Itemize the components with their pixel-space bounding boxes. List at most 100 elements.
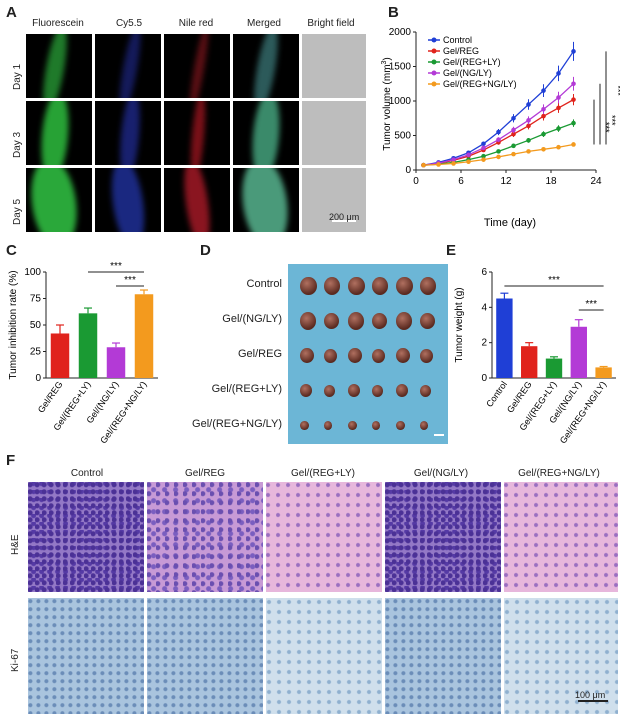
panel-b-point (481, 153, 486, 159)
panel-label-d: D (200, 242, 211, 259)
panel-b-point (541, 106, 546, 112)
panel-b-point (511, 127, 516, 133)
panel-b-point (556, 144, 561, 150)
panel-f-col-gelregngly: Gel/(REG+NG/LY) (518, 468, 600, 479)
panel-b-legend-label: Gel/(NG/LY) (443, 68, 492, 78)
histo-he-gelreg (147, 482, 263, 592)
panel-e-bar (545, 358, 563, 378)
panel-b-xtick-label: 0 (413, 176, 419, 187)
panel-a-col-fluorescein: Fluorescein (32, 18, 84, 29)
panel-b-point (481, 141, 486, 147)
panel-b-point (526, 138, 531, 143)
tumor-sample (348, 276, 365, 296)
panel-b-point (526, 118, 531, 123)
panel-b-point (451, 157, 456, 162)
panel-b-point (556, 105, 561, 111)
panel-b-legend-label: Gel/(REG+LY) (443, 57, 501, 67)
tumor-sample (420, 348, 433, 363)
panel-b-legend-label: Control (443, 35, 472, 45)
tumor-sample (348, 420, 357, 431)
panel-a-col-brightfield: Bright field (307, 18, 355, 29)
panel-b-legend-marker (431, 37, 437, 43)
panel-d-row-label: Gel/REG (237, 348, 282, 360)
panel-b-point (496, 129, 501, 135)
histo-ki67-gelregly (266, 598, 382, 714)
panel-e-sig-label: *** (548, 275, 560, 286)
panel-label-c: C (6, 242, 17, 259)
panel-b-point (421, 162, 426, 168)
panel-b-sig-label: *** (613, 85, 620, 96)
tumor-sample (324, 348, 337, 363)
panel-b-ytick-label: 1000 (389, 96, 412, 107)
panel-label-b: B (388, 4, 399, 21)
panel-a-col-cy55: Cy5.5 (115, 18, 143, 29)
histo-he-control (28, 482, 144, 592)
panel-c-bar (106, 347, 126, 378)
panel-f-col-control: Control (70, 468, 104, 479)
panel-c-sig-label: *** (124, 275, 136, 286)
panel-d-row-label: Gel/(NG/LY) (222, 313, 282, 325)
img-merged-day3 (233, 101, 299, 165)
tumor-sample (324, 421, 332, 430)
scalebar-f-label: 100 μm (575, 690, 606, 700)
scalebar-f (578, 700, 608, 702)
tumor-sample (420, 421, 428, 430)
panel-c-bar (50, 333, 70, 378)
panel-b-point (541, 131, 546, 137)
tumor-sample (372, 348, 385, 363)
histo-ki67-gelreg (147, 598, 263, 714)
tumor-sample (348, 384, 360, 398)
panel-f-row-ki67: Ki-67 (10, 648, 21, 672)
panel-a-row-day1: Day 1 (12, 63, 23, 90)
histo-he-gelngly (385, 482, 501, 592)
tumor-sample (420, 384, 431, 397)
tumor-sample (372, 421, 380, 430)
panel-e-bar (496, 298, 513, 378)
panel-b-ytick-label: 0 (405, 165, 411, 176)
panel-d-row-label: Control (246, 278, 282, 290)
panel-label-a: A (6, 4, 17, 21)
panel-a-row-day3: Day 3 (12, 131, 23, 158)
panel-c-ytick-label: 0 (35, 373, 41, 384)
panel-a-row-day5: Day 5 (12, 198, 23, 225)
tumor-sample (300, 384, 312, 398)
img-merged-day1 (233, 34, 299, 98)
panel-a-col-merged: Merged (247, 18, 281, 29)
panel-c-ytick-label: 100 (24, 267, 41, 278)
panel-b-xtick-label: 24 (590, 176, 602, 187)
img-nilered-day3 (164, 101, 230, 165)
panel-b-point (451, 161, 456, 166)
panel-b-point (496, 137, 501, 142)
panel-c-ytick-label: 75 (30, 294, 42, 305)
panel-f-col-gelngly: Gel/(NG/LY) (413, 468, 469, 479)
panel-b-point (571, 49, 576, 54)
panel-f-col-gelregly: Gel/(REG+LY) (291, 468, 355, 479)
scalebar-a (332, 220, 356, 222)
tumor-sample (396, 348, 410, 364)
panel-c-bar (134, 294, 154, 378)
histo-ki67-gelngly (385, 598, 501, 714)
panel-b-ytick-label: 2000 (389, 27, 412, 38)
tumor-sample (348, 348, 362, 364)
tumor-sample (372, 277, 388, 295)
panel-b-point (511, 115, 516, 121)
scalebar-d (434, 434, 444, 436)
panel-b-point (511, 151, 516, 157)
panel-label-f: F (6, 452, 16, 469)
panel-a-col-nilered: Nile red (178, 18, 214, 29)
img-cy55-day1 (95, 34, 161, 98)
histo-he-gelregngly (504, 482, 618, 592)
panel-b-point (511, 131, 516, 137)
panel-c-ytick-label: 50 (30, 320, 42, 331)
panel-f-row-he: H&E (10, 534, 21, 555)
panel-c-sig-label: *** (110, 261, 122, 272)
panel-b-point (541, 113, 546, 119)
panel-c-ytick-label: 25 (30, 347, 42, 358)
panel-e-ytick-label: 2 (481, 338, 487, 349)
panel-b-ytick-label: 1500 (389, 62, 412, 73)
panel-b-point (571, 97, 576, 102)
img-brightfield-day3 (302, 101, 366, 165)
panel-b-sig-label: *** (601, 122, 611, 133)
panel-b-point (526, 102, 531, 107)
panel-b-xtick-label: 6 (458, 176, 464, 187)
